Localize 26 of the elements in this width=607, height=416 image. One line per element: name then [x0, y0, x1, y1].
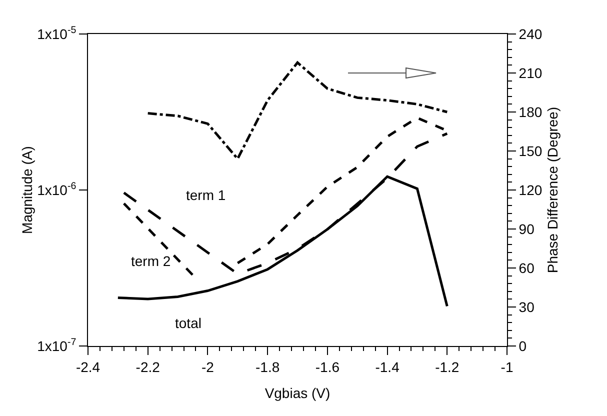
x-axis-title: Vgbias (V): [264, 385, 330, 401]
y-axis-title: Magnitude (A): [19, 146, 36, 234]
x-tick-label: -1: [500, 358, 514, 375]
y2-tick-label: 240: [518, 26, 542, 42]
y2-tick-label: 60: [518, 260, 535, 276]
y-tick-label: 1x10$^{-6}$: [37, 181, 77, 198]
series-label: term 1: [186, 187, 226, 203]
y2-tick-label: 90: [518, 220, 535, 237]
y2-tick-label: 30: [518, 298, 535, 315]
x-tick-label: -2.2: [136, 358, 160, 375]
x-tick-label: -2: [201, 358, 214, 375]
x-tick-label: -1.4: [375, 358, 400, 375]
y-tick-label: 1x10$^{-7}$: [37, 337, 76, 354]
series-label: total: [175, 315, 202, 331]
y2-tick-label: 0: [518, 338, 527, 354]
x-tick-label: -1.8: [256, 358, 280, 375]
x-tick-label: -2.4: [76, 358, 100, 375]
x-tick-label: -1.2: [435, 358, 460, 375]
x-tick-label: -1.6: [315, 358, 340, 375]
y2-axis-title: Phase Difference (Degree): [544, 106, 560, 274]
y2-tick-label: 120: [518, 182, 542, 198]
y2-tick-label: 210: [518, 64, 542, 81]
y2-tick-label: 180: [518, 104, 542, 120]
series-label: term 2: [131, 253, 171, 269]
y-tick-label: 1x10$^{-5}$: [37, 25, 77, 42]
y2-tick-label: 150: [518, 142, 542, 159]
